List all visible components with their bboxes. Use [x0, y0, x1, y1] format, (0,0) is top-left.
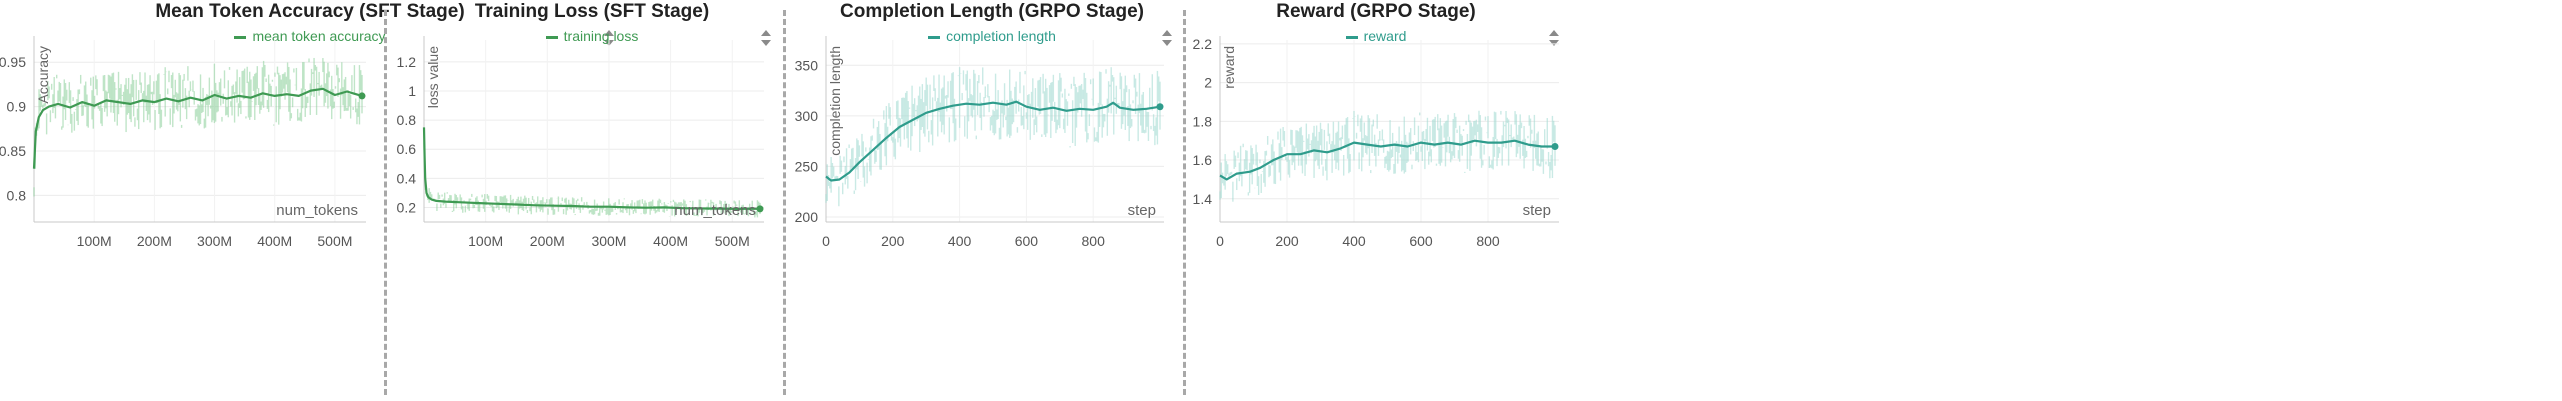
- plot-area: 1.4 1.6 1.8 2 2.2 0 200 400 600 800 reward step: [1193, 36, 1559, 249]
- y-tick-label: 2.2: [1193, 36, 1213, 52]
- x-tick-label: 200: [881, 233, 905, 249]
- legend-swatch: [234, 35, 247, 39]
- x-axis-label: step: [1128, 202, 1156, 219]
- y-axis-label: completion length: [827, 46, 843, 156]
- y-tick-label: 1.6: [1193, 152, 1213, 168]
- legend: mean token accuracy: [0, 27, 620, 45]
- y-axis-label: reward: [1221, 46, 1237, 89]
- x-tick-label: 400: [948, 233, 972, 249]
- panel-training-loss: Training Loss (SFT Stage) training loss …: [396, 0, 788, 401]
- x-tick-label: 200M: [137, 233, 172, 249]
- noise-band: [825, 67, 1161, 207]
- y-tick-label: 200: [795, 209, 819, 225]
- series-endpoint: [756, 205, 764, 213]
- x-tick-label: 600: [1015, 233, 1039, 249]
- y-axis-label: loss value: [425, 46, 441, 108]
- y-tick-label: 0.8: [7, 187, 27, 203]
- sort-icon[interactable]: [1161, 29, 1173, 47]
- x-axis-label: num_tokens: [276, 202, 358, 219]
- series-endpoint: [1156, 103, 1164, 111]
- x-tick-label: 100M: [468, 233, 503, 249]
- panel-mean-token-accuracy: Mean Token Accuracy (SFT Stage) mean tok…: [0, 0, 620, 401]
- y-tick-label: 1.4: [1193, 191, 1213, 207]
- y-tick-label: 0.9: [7, 99, 27, 115]
- chart-title: Completion Length (GRPO Stage): [840, 1, 1144, 22]
- sort-icon[interactable]: [760, 29, 772, 47]
- y-tick-label: 350: [795, 57, 819, 73]
- legend: completion length: [796, 27, 1188, 45]
- x-tick-label: 800: [1476, 233, 1500, 249]
- y-tick-label: 0.2: [397, 199, 417, 215]
- y-tick-label: 1: [408, 83, 416, 99]
- panel-divider: [783, 10, 786, 395]
- y-tick-label: 1.8: [1193, 113, 1213, 129]
- panel-completion-length: Completion Length (GRPO Stage) completio…: [795, 0, 1188, 401]
- legend-label: mean token accuracy: [252, 28, 386, 44]
- series-endpoint: [358, 92, 366, 100]
- y-tick-label: 1.2: [397, 54, 417, 70]
- sort-icon[interactable]: [1548, 29, 1560, 47]
- legend-swatch: [545, 35, 558, 39]
- legend-label: reward: [1363, 28, 1407, 44]
- legend: reward: [1190, 27, 1562, 45]
- y-tick-label: 300: [795, 108, 819, 124]
- x-tick-label: 0: [1216, 233, 1224, 249]
- x-tick-label: 0: [822, 233, 830, 249]
- x-tick-label: 800: [1082, 233, 1106, 249]
- series-line: [32, 87, 363, 169]
- panel-reward: Reward (GRPO Stage) reward 1.4 1.6 1.8 2 2.2…: [1190, 0, 1562, 401]
- chart-title: Reward (GRPO Stage): [1276, 1, 1476, 22]
- legend: training loss: [396, 27, 788, 45]
- x-tick-label: 500M: [317, 233, 352, 249]
- y-tick-label: 2: [1204, 75, 1212, 91]
- panel-divider: [384, 10, 387, 395]
- x-axis-label: step: [1523, 202, 1551, 219]
- y-tick-label: 0.85: [0, 143, 26, 159]
- x-tick-label: 200M: [530, 233, 565, 249]
- x-tick-label: 300M: [197, 233, 232, 249]
- chart-title: Mean Token Accuracy (SFT Stage): [155, 1, 465, 22]
- legend-label: completion length: [946, 28, 1056, 44]
- y-axis-label: Accuracy: [35, 46, 51, 104]
- panel-divider: [1183, 10, 1186, 395]
- series-line: [1219, 139, 1555, 181]
- x-tick-label: 500M: [715, 233, 750, 249]
- y-tick-label: 0.95: [0, 54, 26, 70]
- x-tick-label: 200: [1275, 233, 1299, 249]
- legend-swatch: [1345, 35, 1358, 39]
- legend-swatch: [928, 35, 941, 39]
- y-tick-label: 250: [795, 158, 819, 174]
- x-axis-label: num_tokens: [674, 202, 756, 219]
- x-tick-label: 400M: [257, 233, 292, 249]
- y-tick-label: 0.6: [397, 141, 417, 157]
- legend-label: training loss: [563, 28, 639, 44]
- noise-band: [1219, 110, 1556, 202]
- x-tick-label: 400: [1342, 233, 1366, 249]
- plot-area: 0.8 0.85 0.9 0.95 100M 200M 300M 400M 500M Accura…: [0, 36, 366, 249]
- series-line: [825, 100, 1161, 182]
- x-tick-label: 600: [1409, 233, 1433, 249]
- x-tick-label: 100M: [77, 233, 112, 249]
- series-line: [422, 127, 761, 210]
- noise-band: [33, 57, 363, 197]
- x-tick-label: 400M: [653, 233, 688, 249]
- plot-area: 0.2 0.4 0.6 0.8 1 1.2 100M 200M 300M 400M 500M loss…: [397, 36, 764, 249]
- sort-icon[interactable]: [603, 29, 615, 47]
- x-tick-label: 300M: [591, 233, 626, 249]
- y-tick-label: 0.8: [397, 112, 417, 128]
- chart-title: Training Loss (SFT Stage): [474, 1, 710, 22]
- y-tick-label: 0.4: [397, 170, 417, 186]
- series-endpoint: [1551, 142, 1559, 150]
